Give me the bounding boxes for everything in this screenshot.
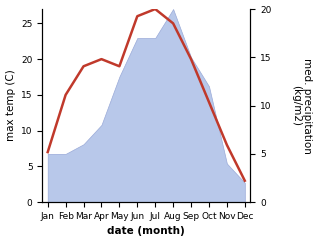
X-axis label: date (month): date (month) <box>107 227 185 236</box>
Y-axis label: max temp (C): max temp (C) <box>5 70 16 142</box>
Y-axis label: med. precipitation
(kg/m2): med. precipitation (kg/m2) <box>291 58 313 153</box>
